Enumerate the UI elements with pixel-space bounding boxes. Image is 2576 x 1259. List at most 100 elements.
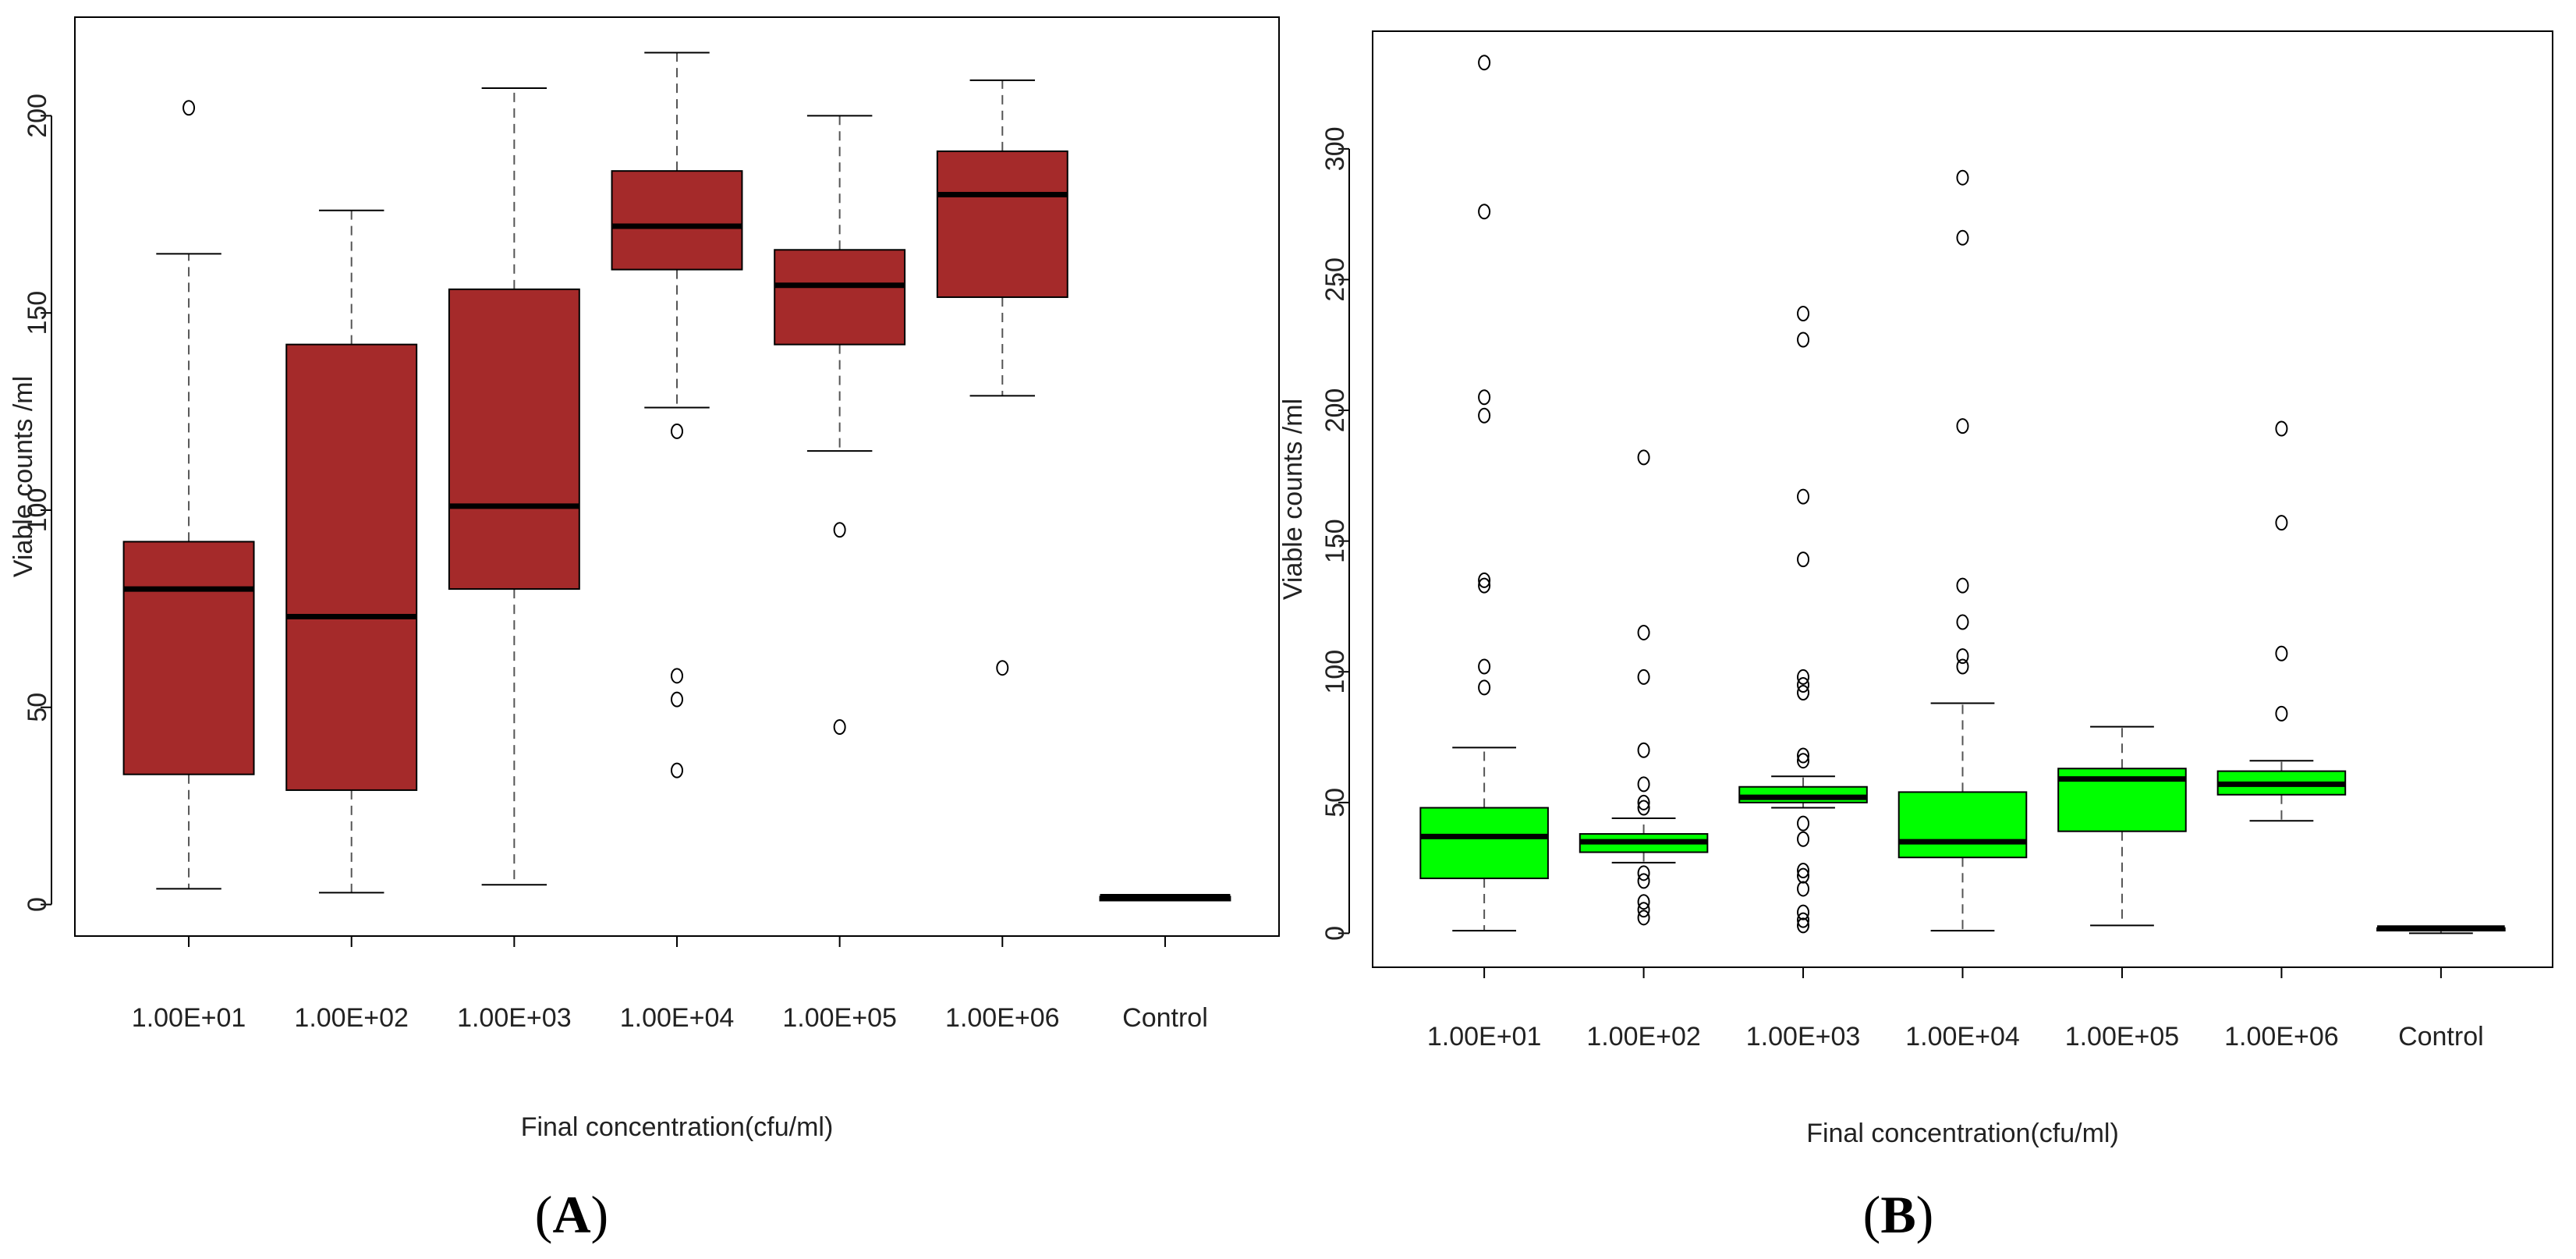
x-tick-label: 1.00E+02 <box>1586 1022 1701 1052</box>
outlier-point <box>1797 753 1810 769</box>
outlier-point <box>1797 676 1810 693</box>
outlier-point <box>1797 917 1810 934</box>
outlier-point <box>1797 669 1810 685</box>
y-axis-title: Viable counts /ml <box>9 376 38 577</box>
outlier-point <box>1637 894 1650 910</box>
outlier-point <box>2275 645 2288 661</box>
panel-label-close: ) <box>591 1185 609 1244</box>
outlier-point <box>1637 873 1650 889</box>
x-tick-label: Control <box>2398 1022 2484 1052</box>
x-tick-label: 1.00E+06 <box>945 1003 1060 1033</box>
outlier-point <box>1797 488 1810 505</box>
outlier-point <box>1797 912 1810 928</box>
y-tick-label: 200 <box>23 94 52 138</box>
x-tick-label: 1.00E+01 <box>1427 1022 1542 1052</box>
outlier-point <box>1478 658 1491 675</box>
outlier-point <box>1637 669 1650 685</box>
outlier-point <box>1797 551 1810 568</box>
outlier-point <box>182 100 196 116</box>
outlier-point <box>2275 420 2288 437</box>
outlier-point <box>1478 572 1491 588</box>
outlier-point <box>1797 306 1810 322</box>
box-group-1-00e-06: 1.00E+06 <box>2216 420 2347 1052</box>
y-tick-label: 0 <box>1320 926 1350 941</box>
outlier-point <box>1797 862 1810 878</box>
x-tick-label: 1.00E+05 <box>782 1003 897 1033</box>
box-group-1-00e-04: 1.00E+04 <box>1897 169 2028 1052</box>
x-axis-title: Final concentration(cfu/ml) <box>521 1112 834 1142</box>
outlier-point <box>2275 515 2288 531</box>
box-iqr <box>774 249 906 346</box>
outlier-point <box>1478 204 1491 220</box>
box-group-1-00e-01: 1.00E+01 <box>1419 55 1549 1052</box>
outlier-point <box>671 691 683 708</box>
y-tick-label: 0 <box>23 897 52 912</box>
box-group-1-00e-02: 1.00E+02 <box>285 209 418 1033</box>
outlier-point <box>1797 685 1810 701</box>
y-axis-title: Viable counts /ml <box>1278 399 1308 600</box>
panel-label-open: ( <box>535 1185 553 1244</box>
outlier-point <box>1637 865 1650 881</box>
box-iqr <box>1897 791 2028 859</box>
outlier-point <box>1637 902 1650 918</box>
x-tick-label: 1.00E+01 <box>132 1003 246 1033</box>
y-tick-label: 50 <box>23 693 52 722</box>
x-axis-title: Final concentration(cfu/ml) <box>1806 1119 2119 1148</box>
outlier-point <box>1797 904 1810 920</box>
box-iqr <box>1419 807 1549 880</box>
outlier-point <box>1637 794 1650 810</box>
panel-label-open: ( <box>1863 1185 1881 1244</box>
outlier-point <box>833 719 846 736</box>
outlier-point <box>1956 418 1969 434</box>
y-tick-label: 50 <box>1320 788 1350 817</box>
outlier-point <box>1956 648 1969 665</box>
outlier-point <box>1797 867 1810 884</box>
outlier-point <box>1797 815 1810 832</box>
chart-panel-a: 0 50 100 150 200 Viable counts /ml 1.00E+01 1.0… <box>9 16 1280 1244</box>
outlier-point <box>1478 55 1491 71</box>
outlier-point <box>1956 169 1969 186</box>
outlier-point <box>1797 881 1810 897</box>
y-tick-label: 150 <box>23 291 52 335</box>
x-tick-label: 1.00E+03 <box>457 1003 572 1033</box>
box-iqr <box>448 288 580 590</box>
outlier-point <box>1797 831 1810 847</box>
y-tick-label: 150 <box>1320 519 1350 563</box>
outlier-point <box>1478 577 1491 594</box>
x-tick-label: 1.00E+05 <box>2065 1022 2180 1052</box>
box-group-1-00e-04: 1.00E+04 <box>611 51 743 1033</box>
outlier-point <box>1956 658 1969 675</box>
box-group-1-00e-03: 1.00E+03 <box>448 87 580 1033</box>
outlier-point <box>1797 332 1810 348</box>
panel-label-letter: A <box>552 1185 590 1244</box>
panel-label-letter: B <box>1880 1185 1915 1244</box>
panel-label: (B) <box>1863 1185 1934 1244</box>
box-group-1-00e-03: 1.00E+03 <box>1738 306 1868 1052</box>
outlier-point <box>1637 776 1650 793</box>
box-iqr <box>285 343 418 791</box>
outlier-point <box>1637 624 1650 640</box>
y-tick-label: 100 <box>23 488 52 533</box>
y-tick-label: 250 <box>1320 257 1350 302</box>
outlier-point <box>1956 614 1969 630</box>
box-group-1-00e-01: 1.00E+01 <box>122 100 255 1033</box>
outlier-point <box>2275 705 2288 722</box>
x-tick-label: 1.00E+06 <box>2224 1022 2339 1052</box>
x-tick-label: 1.00E+04 <box>620 1003 735 1033</box>
outlier-point <box>1797 747 1810 764</box>
outlier-point <box>1637 910 1650 926</box>
x-tick-label: 1.00E+04 <box>1905 1022 2020 1052</box>
outlier-point <box>1956 577 1969 594</box>
outlier-point <box>671 762 683 778</box>
outlier-point <box>1637 742 1650 758</box>
outlier-point <box>1956 229 1969 246</box>
outlier-point <box>833 522 846 538</box>
outlier-point <box>671 668 683 684</box>
box-group-control: Control <box>1099 893 1231 1033</box>
outlier-point <box>1478 389 1491 406</box>
y-tick-label: 100 <box>1320 650 1350 694</box>
box-iqr <box>611 170 743 271</box>
box-iqr <box>936 150 1068 298</box>
box-group-1-00e-06: 1.00E+06 <box>936 79 1068 1033</box>
